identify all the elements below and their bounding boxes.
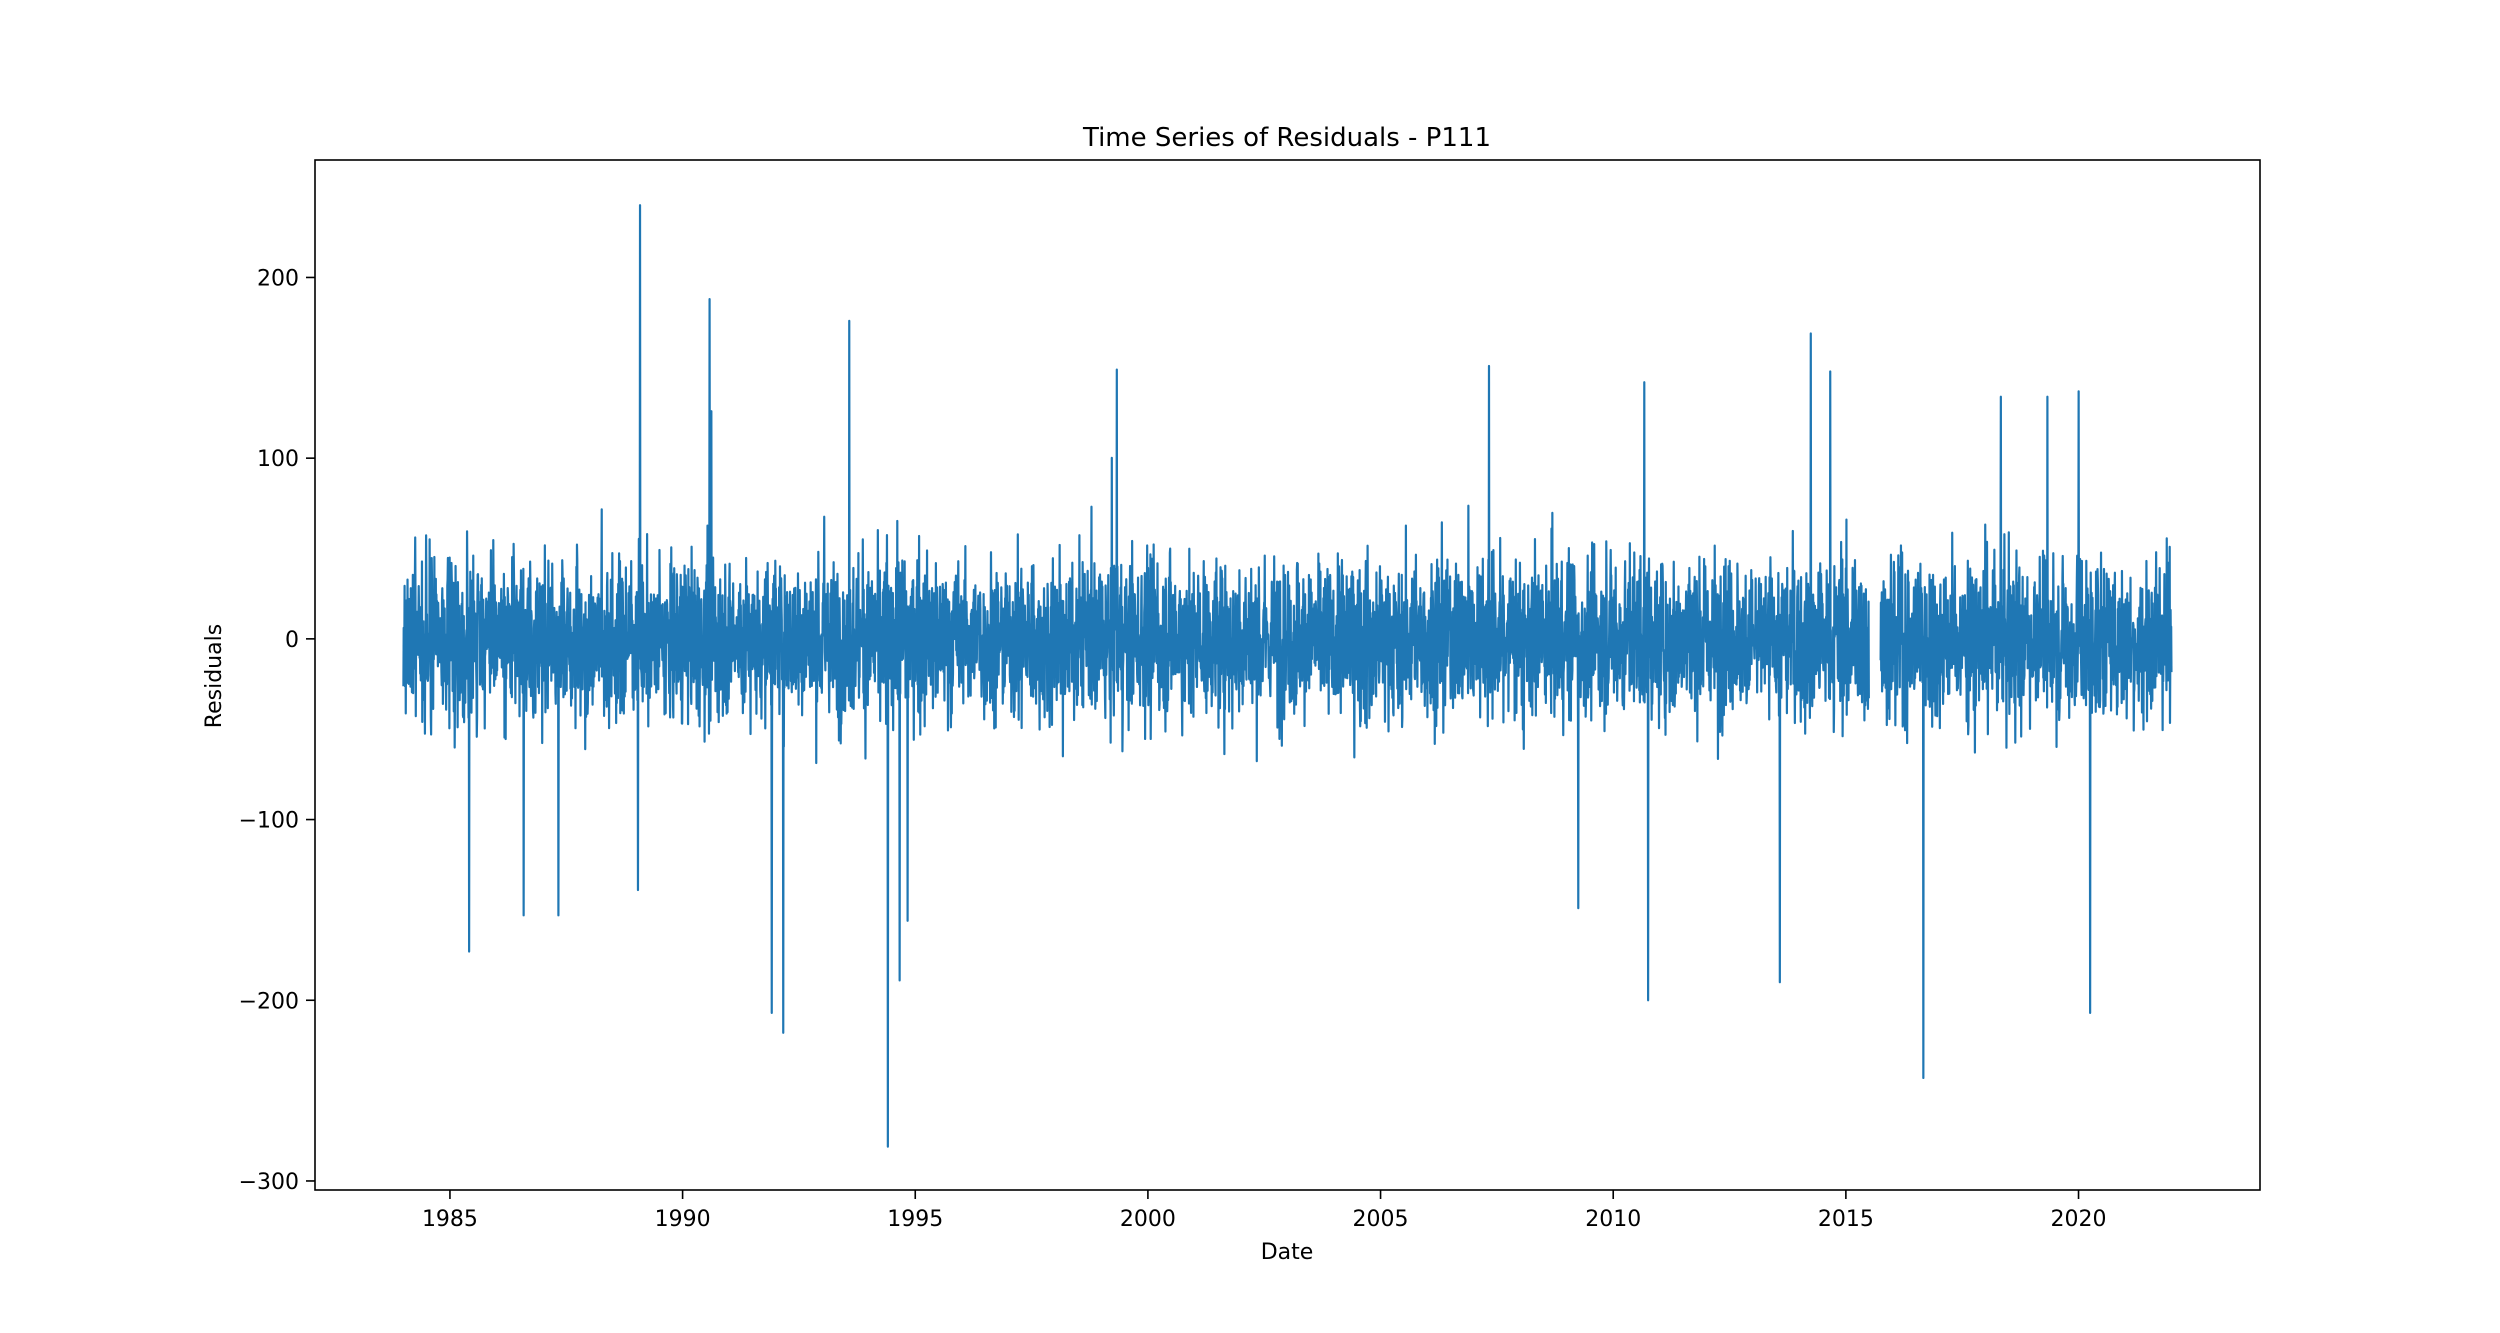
x-tick-label: 2015: [1818, 1207, 1874, 1232]
plot-area: [402, 204, 2173, 1148]
axes-frame: [314, 159, 2261, 1191]
x-tick-label: 2005: [1353, 1207, 1409, 1232]
series-layer: [402, 204, 2173, 1148]
x-axis: 1985 1990 1995 2000 2005 2010 2015 2020: [422, 1190, 2107, 1232]
y-axis: −300 −200 −100 0 100 200: [239, 266, 315, 1195]
residuals-series-line: [402, 204, 2173, 1148]
x-tick-label: 1995: [887, 1207, 943, 1232]
x-tick-label: 1985: [422, 1207, 478, 1232]
y-tick-label: 100: [257, 447, 299, 472]
x-tick-label: 2020: [2051, 1207, 2107, 1232]
x-tick-label: 2010: [1585, 1207, 1641, 1232]
y-tick-label: −300: [239, 1170, 299, 1195]
y-tick-label: 200: [257, 266, 299, 291]
x-tick-label: 1990: [655, 1207, 711, 1232]
y-axis-label: Residuals: [202, 624, 227, 728]
y-tick-label: 0: [285, 628, 299, 653]
x-axis-label: Date: [1261, 1240, 1314, 1265]
chart-title: Time Series of Residuals - P111: [1082, 123, 1491, 153]
y-tick-label: −100: [239, 809, 299, 834]
y-tick-label: −200: [239, 989, 299, 1014]
x-tick-label: 2000: [1120, 1207, 1176, 1232]
